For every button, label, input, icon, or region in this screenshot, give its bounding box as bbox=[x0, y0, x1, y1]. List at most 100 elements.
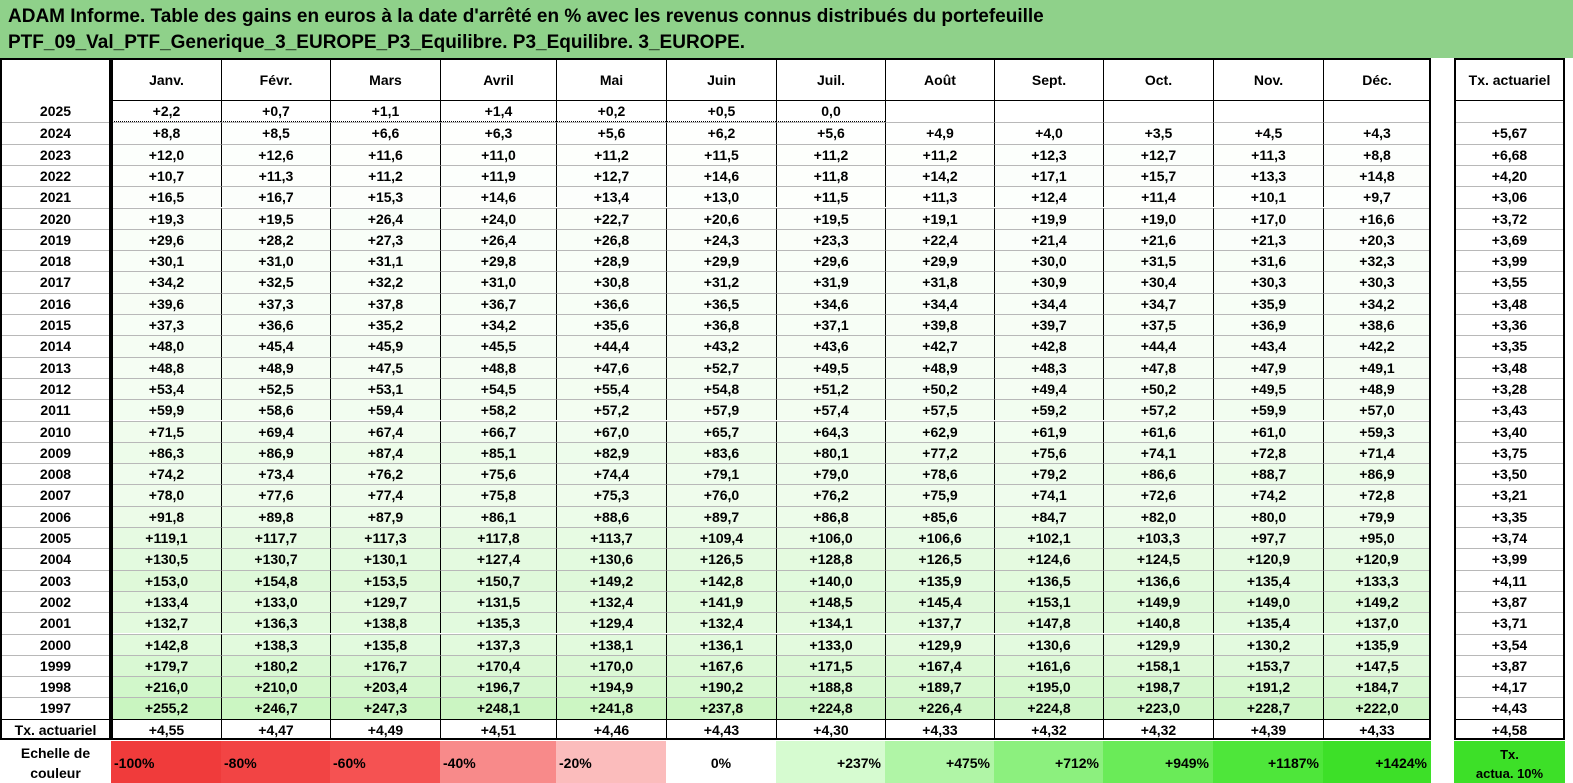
gain-cell: +124,5 bbox=[1103, 548, 1213, 570]
gains-table: Janv. Févr. Mars Avril Mai Juin Juil. Août Sept.… bbox=[0, 58, 1573, 783]
rate-cell: +3,40 bbox=[1454, 420, 1565, 442]
gain-cell: +54,5 bbox=[440, 377, 556, 400]
rate-cell bbox=[1454, 101, 1565, 123]
gain-cell: +198,7 bbox=[1103, 676, 1213, 698]
gain-cell: +86,8 bbox=[776, 505, 885, 527]
gain-cell: +12,7 bbox=[1103, 143, 1213, 165]
gain-cell: +11,3 bbox=[1213, 143, 1323, 165]
year-label: 2021 bbox=[0, 186, 111, 207]
gain-cell: +86,1 bbox=[440, 505, 556, 527]
gain-cell: +61,6 bbox=[1103, 420, 1213, 442]
gain-cell: +12,6 bbox=[221, 143, 330, 165]
gain-cell: +36,8 bbox=[666, 314, 776, 336]
gain-cell: +15,7 bbox=[1103, 164, 1213, 187]
gain-cell: +11,5 bbox=[776, 186, 885, 208]
gain-cell: +9,7 bbox=[1323, 186, 1431, 208]
gain-cell: +12,7 bbox=[556, 164, 666, 187]
gain-cell: +170,4 bbox=[440, 654, 556, 677]
color-scale-step: -100% bbox=[111, 741, 221, 783]
gain-cell: +255,2 bbox=[111, 697, 221, 719]
gain-cell: +196,7 bbox=[440, 676, 556, 698]
gain-cell: +11,0 bbox=[440, 143, 556, 165]
gain-cell: +78,6 bbox=[885, 463, 994, 485]
gain-cell: +67,4 bbox=[330, 420, 440, 442]
gain-cell: +138,3 bbox=[221, 633, 330, 655]
gain-cell: +61,0 bbox=[1213, 420, 1323, 442]
gain-cell: +11,8 bbox=[776, 164, 885, 187]
summary-rate-cell: +4,39 bbox=[1213, 718, 1323, 740]
gain-cell: +37,3 bbox=[111, 314, 221, 336]
gain-cell: +28,2 bbox=[221, 228, 330, 251]
gain-cell: +13,3 bbox=[1213, 164, 1323, 187]
year-label: 1997 bbox=[0, 697, 111, 718]
gain-cell: +31,8 bbox=[885, 271, 994, 293]
gain-cell: +31,1 bbox=[330, 250, 440, 272]
gain-cell: +13,0 bbox=[666, 186, 776, 208]
color-scale-rate-line-2: actua. 10% bbox=[1475, 766, 1544, 781]
gain-cell: +35,2 bbox=[330, 314, 440, 336]
gain-cell: +11,2 bbox=[776, 143, 885, 165]
year-label: 2002 bbox=[0, 590, 111, 612]
gain-cell: +74,4 bbox=[556, 463, 666, 485]
rate-cell: +3,48 bbox=[1454, 292, 1565, 314]
gain-cell: +140,0 bbox=[776, 569, 885, 591]
year-label: 2017 bbox=[0, 271, 111, 292]
gain-cell: +113,7 bbox=[556, 527, 666, 549]
gain-cell: +170,0 bbox=[556, 654, 666, 677]
gain-cell: +154,8 bbox=[221, 569, 330, 591]
gain-cell: +30,0 bbox=[994, 250, 1103, 272]
rate-cell: +3,35 bbox=[1454, 505, 1565, 527]
gain-cell: +32,3 bbox=[1323, 250, 1431, 272]
gain-cell: +57,9 bbox=[666, 399, 776, 421]
gain-cell: +58,6 bbox=[221, 399, 330, 421]
gain-cell: +128,8 bbox=[776, 548, 885, 570]
gain-cell: +34,4 bbox=[994, 292, 1103, 314]
gain-cell: +89,7 bbox=[666, 505, 776, 527]
gain-cell: +140,8 bbox=[1103, 612, 1213, 634]
gain-cell: +135,4 bbox=[1213, 612, 1323, 634]
gain-cell: +59,2 bbox=[994, 399, 1103, 421]
gain-cell: +130,7 bbox=[221, 548, 330, 570]
gain-cell: +149,2 bbox=[1323, 590, 1431, 613]
rate-cell: +3,72 bbox=[1454, 207, 1565, 229]
gain-cell: +130,2 bbox=[1213, 633, 1323, 655]
gain-cell: +95,0 bbox=[1323, 527, 1431, 549]
gain-cell: +88,6 bbox=[556, 505, 666, 527]
gain-cell: +52,5 bbox=[221, 377, 330, 400]
gain-cell: +142,8 bbox=[666, 569, 776, 591]
month-header-1: Janv. bbox=[111, 58, 221, 101]
gain-cell: +30,3 bbox=[1213, 271, 1323, 293]
gain-cell: +3,5 bbox=[1103, 122, 1213, 144]
gain-cell: +74,2 bbox=[1213, 484, 1323, 506]
rate-cell: +3,48 bbox=[1454, 356, 1565, 378]
gain-cell: +5,6 bbox=[776, 122, 885, 144]
month-header-2: Févr. bbox=[221, 58, 330, 101]
gain-cell: +19,5 bbox=[776, 207, 885, 229]
month-header-9: Sept. bbox=[994, 58, 1103, 101]
gain-cell: +52,7 bbox=[666, 356, 776, 378]
gain-cell: +4,0 bbox=[994, 122, 1103, 144]
gain-cell: +149,2 bbox=[556, 569, 666, 591]
gain-cell: +75,6 bbox=[994, 441, 1103, 464]
month-header-12: Déc. bbox=[1323, 58, 1431, 101]
gain-cell: +153,0 bbox=[111, 569, 221, 591]
gain-cell: +180,2 bbox=[221, 654, 330, 677]
gain-cell: +237,8 bbox=[666, 697, 776, 719]
gain-cell: +48,3 bbox=[994, 356, 1103, 378]
gain-cell: +203,4 bbox=[330, 676, 440, 698]
rate-cell: +3,21 bbox=[1454, 484, 1565, 506]
gain-cell: +120,9 bbox=[1323, 548, 1431, 570]
gain-cell: +31,9 bbox=[776, 271, 885, 293]
gain-cell: +61,9 bbox=[994, 420, 1103, 442]
gain-cell: +34,7 bbox=[1103, 292, 1213, 314]
summary-rate-cell: +4,33 bbox=[885, 718, 994, 740]
gain-cell: +59,3 bbox=[1323, 420, 1431, 442]
gain-cell: +47,8 bbox=[1103, 356, 1213, 378]
gain-cell: +27,3 bbox=[330, 228, 440, 251]
gain-cell: +10,7 bbox=[111, 164, 221, 187]
rate-cell: +3,71 bbox=[1454, 612, 1565, 634]
gain-cell: +14,8 bbox=[1323, 164, 1431, 187]
gain-cell: +59,9 bbox=[1213, 399, 1323, 421]
gain-cell: +45,5 bbox=[440, 335, 556, 357]
month-header-6: Juin bbox=[666, 58, 776, 101]
